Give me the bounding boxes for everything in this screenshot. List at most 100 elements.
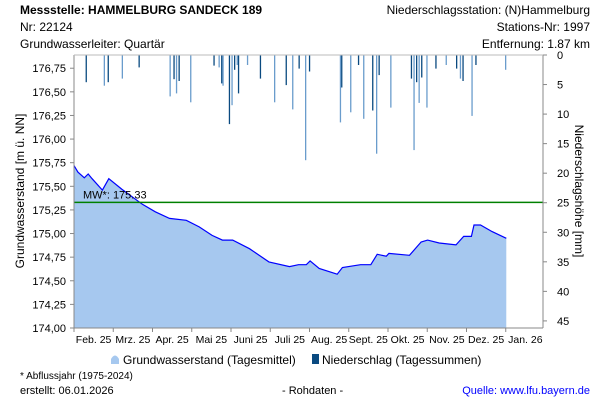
y2-tick-label: 35: [557, 257, 569, 269]
legend-precip-icon: [312, 354, 319, 364]
precip-bar: [169, 55, 171, 97]
precip-bar: [416, 55, 418, 83]
precip-bar: [292, 55, 294, 110]
aquifer: Grundwasserleiter: Quartär: [20, 37, 165, 51]
source-link[interactable]: Quelle: www.lfu.bayern.de: [462, 385, 590, 397]
y2-tick-label: 20: [557, 168, 569, 180]
precip-bar: [85, 55, 87, 83]
precip-bar: [274, 55, 276, 103]
precip-station: Niederschlagsstation: (N)Hammelburg: [386, 3, 590, 17]
y2-tick-label: 25: [557, 198, 569, 210]
created-date: erstellt: 06.01.2026: [20, 385, 114, 397]
precip-bar: [363, 55, 365, 119]
precip-bar: [228, 55, 231, 125]
precip-bar: [103, 55, 105, 86]
raw-data-note: - Rohdaten -: [282, 385, 344, 397]
precip-bar: [285, 55, 287, 86]
footnote: * Abflussjahr (1975-2024): [20, 371, 133, 382]
precip-bar: [190, 55, 192, 103]
x-tick-label: Mrz. 25: [115, 334, 150, 346]
y-tick-label: 174,75: [32, 252, 66, 264]
y-tick-label: 175,50: [32, 181, 66, 193]
precip-bar: [421, 55, 423, 78]
y2-tick-label: 45: [557, 316, 569, 328]
precip-bar: [173, 55, 175, 80]
precip-bar: [357, 55, 360, 65]
precip-bar: [305, 55, 307, 161]
precip-bar: [376, 55, 378, 154]
x-tick-label: Dez. 25: [468, 334, 504, 346]
y2-tick-label: 15: [557, 139, 569, 151]
precip-bar: [138, 55, 140, 68]
precip-bar: [178, 55, 180, 81]
x-tick-label: Aug. 25: [311, 334, 347, 346]
station-number: Nr: 22124: [20, 20, 73, 34]
precip-bar: [413, 55, 415, 151]
groundwater-area: [74, 165, 507, 328]
precip-bar: [462, 55, 464, 81]
y2-tick-label: 30: [557, 227, 569, 239]
x-tick-label: Apr. 25: [155, 334, 188, 346]
x-tick-label: Nov. 25: [429, 334, 465, 346]
precip-bar: [445, 55, 447, 65]
precip-bar: [459, 55, 462, 79]
precip-station-number: Stations-Nr: 1997: [496, 20, 590, 34]
x-tick-label: Feb. 25: [76, 334, 112, 346]
y-tick-label: 174,00: [32, 323, 66, 335]
precip-bar: [456, 55, 458, 69]
x-tick-label: Mai 25: [196, 334, 228, 346]
precip-bar: [435, 55, 437, 69]
precip-bar: [175, 55, 178, 94]
precip-bar: [246, 55, 249, 65]
x-tick-label: Sept. 25: [349, 334, 388, 346]
x-tick-label: Juli 25: [275, 334, 306, 346]
precip-bar: [475, 55, 477, 65]
mean-line-label: MW*: 175.33: [83, 189, 147, 201]
legend-groundwater-label: Grundwasserstand (Tagesmittel): [123, 353, 296, 367]
precip-bar: [107, 55, 109, 83]
y2-tick-label: 40: [557, 286, 569, 298]
precip-bar: [341, 55, 343, 88]
precip-bar: [218, 55, 220, 68]
precip-bar: [213, 55, 215, 66]
station-title: Messstelle: HAMMELBURG SANDECK 189: [20, 3, 263, 17]
precip-bar: [221, 55, 223, 84]
precip-bar: [410, 55, 413, 79]
y-tick-label: 175,25: [32, 205, 66, 217]
precip-bar: [350, 55, 352, 113]
precip-bar: [298, 55, 300, 69]
precip-station-distance: Entfernung: 1.87 km: [481, 37, 590, 51]
y-axis-title: Grundwasserstand [m ü. NN]: [13, 114, 27, 269]
y-tick-label: 176,00: [32, 134, 66, 146]
y2-tick-label: 0: [557, 50, 563, 62]
precip-bar: [259, 55, 262, 79]
precip-bar: [505, 55, 507, 70]
x-tick-label: Okt. 25: [391, 334, 425, 346]
groundwater-line: [73, 165, 507, 275]
precip-bar: [471, 55, 473, 116]
y-tick-label: 174,50: [32, 276, 66, 288]
precip-bar: [231, 55, 233, 106]
x-tick-label: Juni 25: [234, 334, 268, 346]
y-tick-label: 176,75: [32, 63, 66, 75]
legend-groundwater-icon: [111, 355, 119, 364]
y2-axis-title: Niederschlagshöhe [mm]: [572, 125, 586, 258]
precip-bar: [426, 55, 428, 108]
x-tick-label: Jan. 26: [508, 334, 543, 346]
precip-bar: [378, 55, 380, 76]
legend-precip-label: Niederschlag (Tagessummen): [322, 353, 481, 367]
precip-bar: [234, 55, 236, 70]
y-tick-label: 176,50: [32, 87, 66, 99]
precip-bar: [121, 55, 123, 79]
y-tick-label: 175,75: [32, 158, 66, 170]
precip-bar: [418, 55, 420, 103]
precip-bar: [237, 55, 240, 94]
precip-bar: [339, 55, 342, 123]
precip-bar: [222, 55, 224, 86]
precip-bar: [372, 55, 374, 111]
precip-bar: [390, 55, 392, 108]
y-tick-label: 175,00: [32, 229, 66, 241]
precip-bar: [308, 55, 311, 72]
